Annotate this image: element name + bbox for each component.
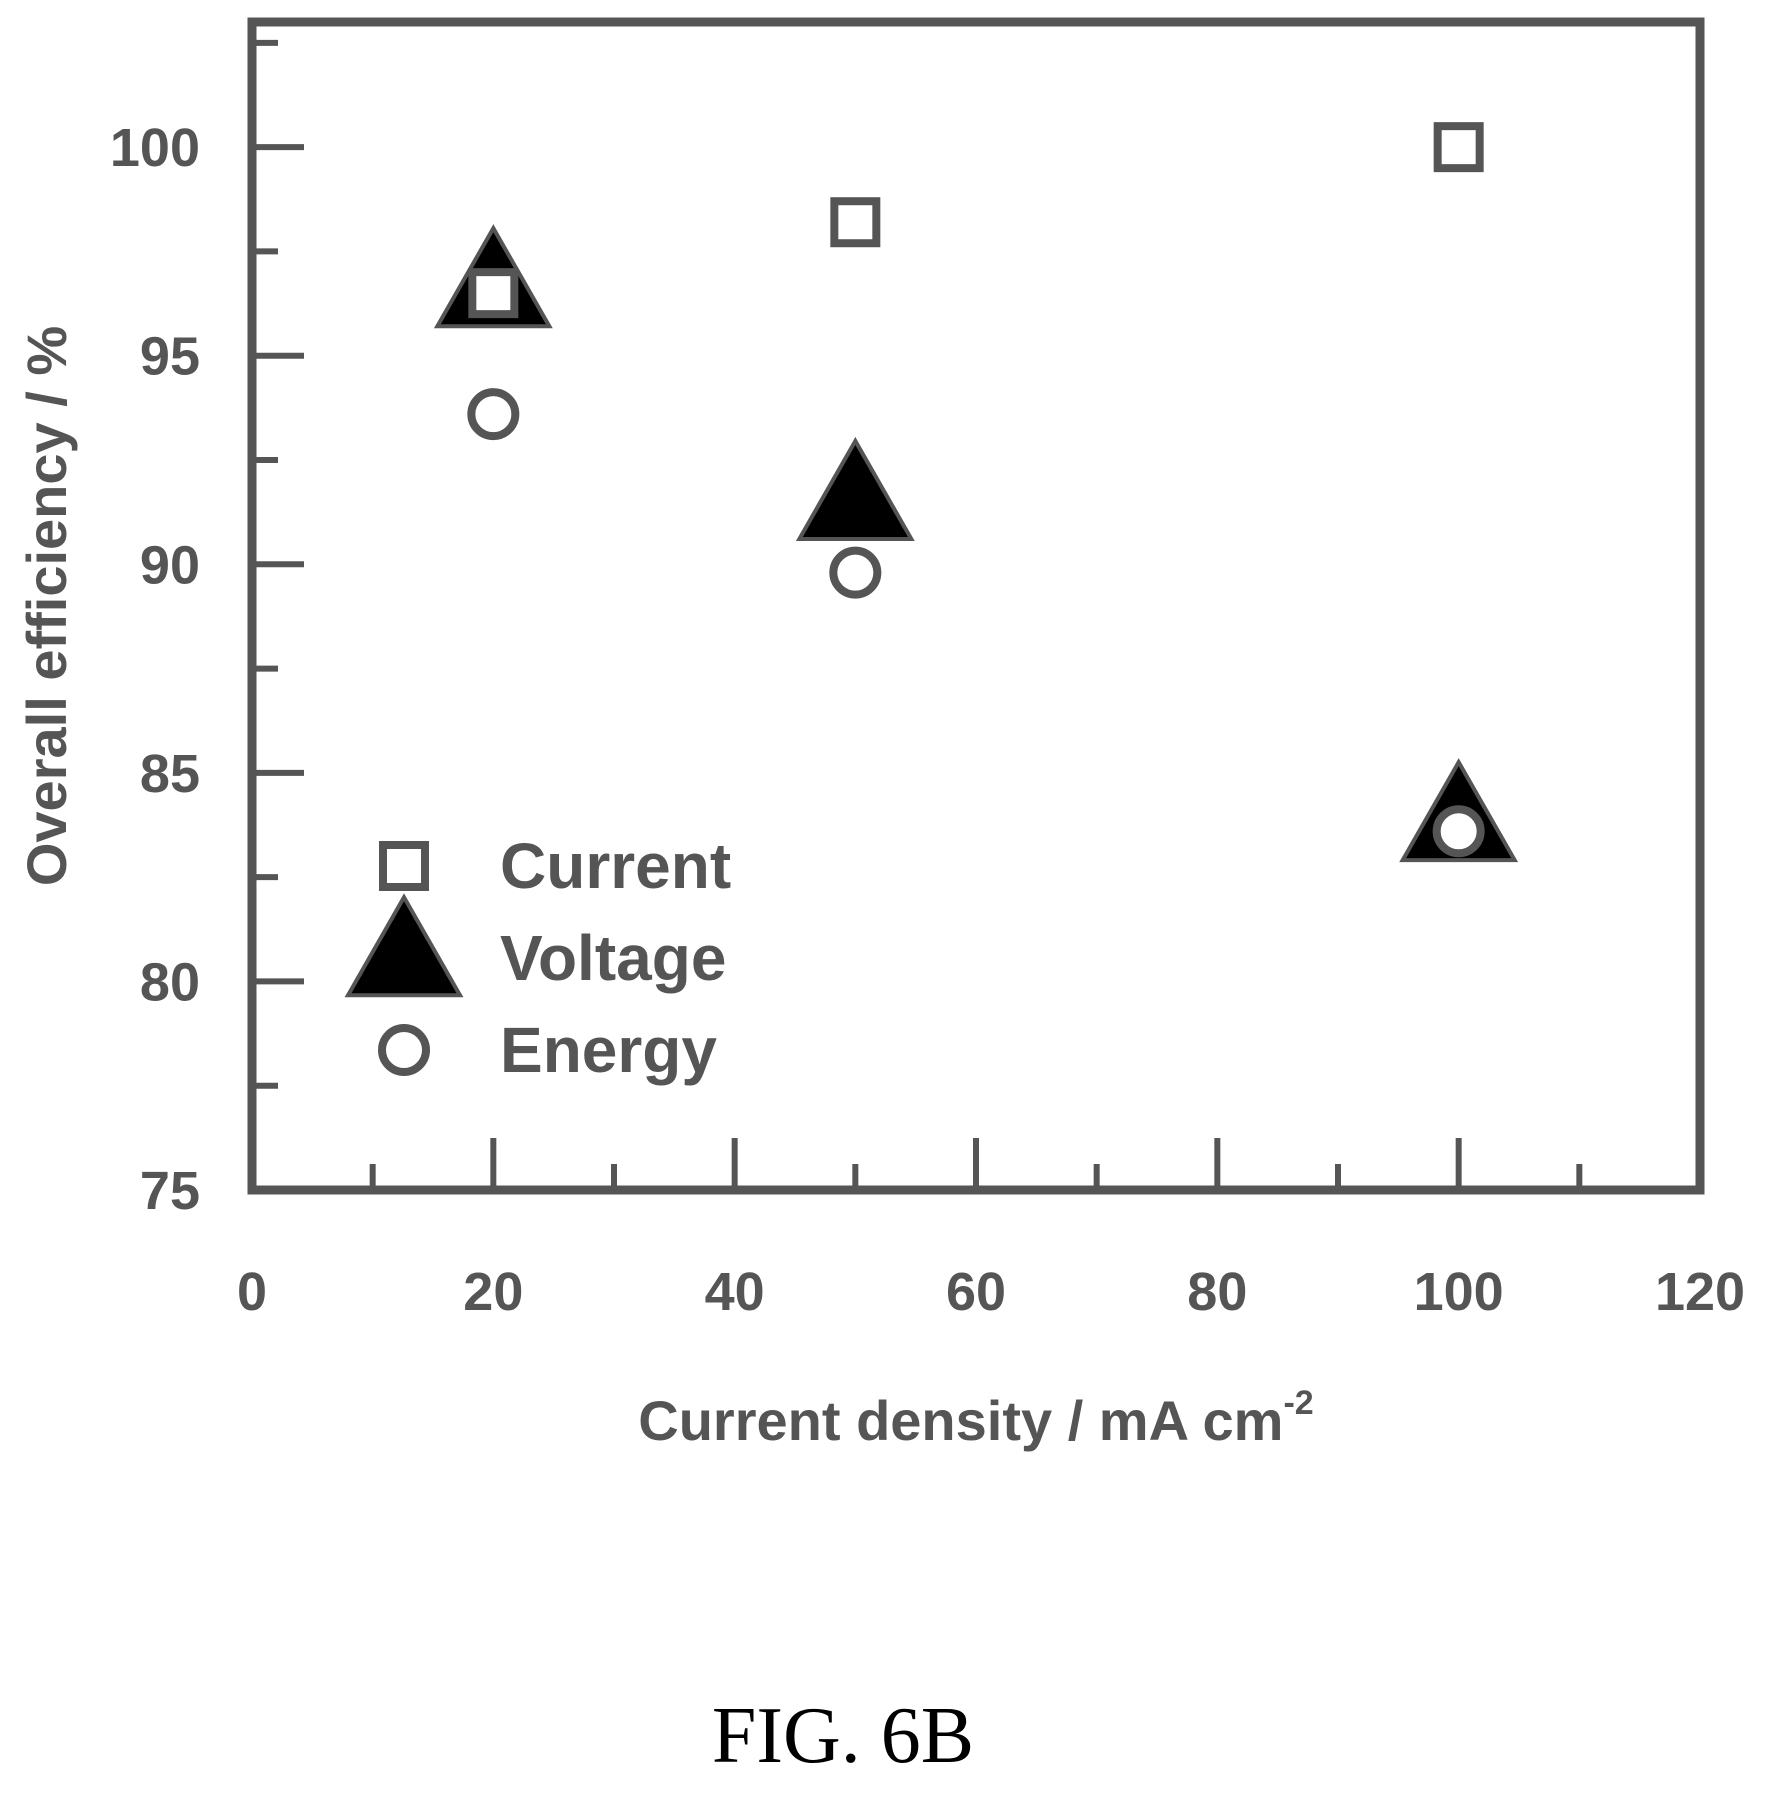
data-marks — [433, 122, 1519, 863]
legend-marker-energy — [378, 1024, 430, 1076]
point-energy — [467, 388, 520, 441]
x-axis-title: Current density / mA cm-2 — [638, 1384, 1313, 1452]
legend-label-energy: Energy — [500, 1014, 717, 1086]
legend: Current Voltage Energy — [344, 830, 731, 1086]
x-tick-label: 40 — [705, 1262, 765, 1322]
point-current — [830, 197, 881, 248]
y-tick-label: 85 — [140, 744, 200, 804]
y-tick-label: 80 — [140, 952, 200, 1012]
point-energy — [1432, 805, 1485, 858]
legend-marker-voltage — [344, 893, 464, 998]
x-tick-label: 0 — [237, 1262, 267, 1322]
x-tick-label: 100 — [1414, 1262, 1504, 1322]
y-tick-label: 90 — [140, 535, 200, 595]
point-energy — [829, 546, 882, 599]
plot-frame — [247, 17, 1705, 1195]
axis-ticks — [252, 39, 1583, 1190]
axis-tick-labels: 0 20 40 60 80 100 120 75 80 85 90 95 100 — [110, 118, 1745, 1322]
x-tick-label: 80 — [1187, 1262, 1247, 1322]
figure-label: FIG. 6B — [712, 1692, 974, 1780]
y-tick-label: 100 — [110, 118, 200, 178]
legend-marker-current — [379, 841, 429, 891]
point-current — [468, 268, 519, 319]
x-tick-label: 60 — [946, 1262, 1006, 1322]
x-tick-label: 20 — [463, 1262, 523, 1322]
legend-label-current: Current — [500, 830, 731, 902]
point-current — [1433, 122, 1484, 173]
legend-label-voltage: Voltage — [500, 922, 726, 994]
y-tick-label: 75 — [140, 1161, 200, 1221]
point-voltage — [795, 436, 915, 541]
y-axis-title: Overall efficiency / % — [15, 326, 78, 886]
x-tick-label: 120 — [1655, 1262, 1745, 1322]
y-tick-label: 95 — [140, 327, 200, 387]
